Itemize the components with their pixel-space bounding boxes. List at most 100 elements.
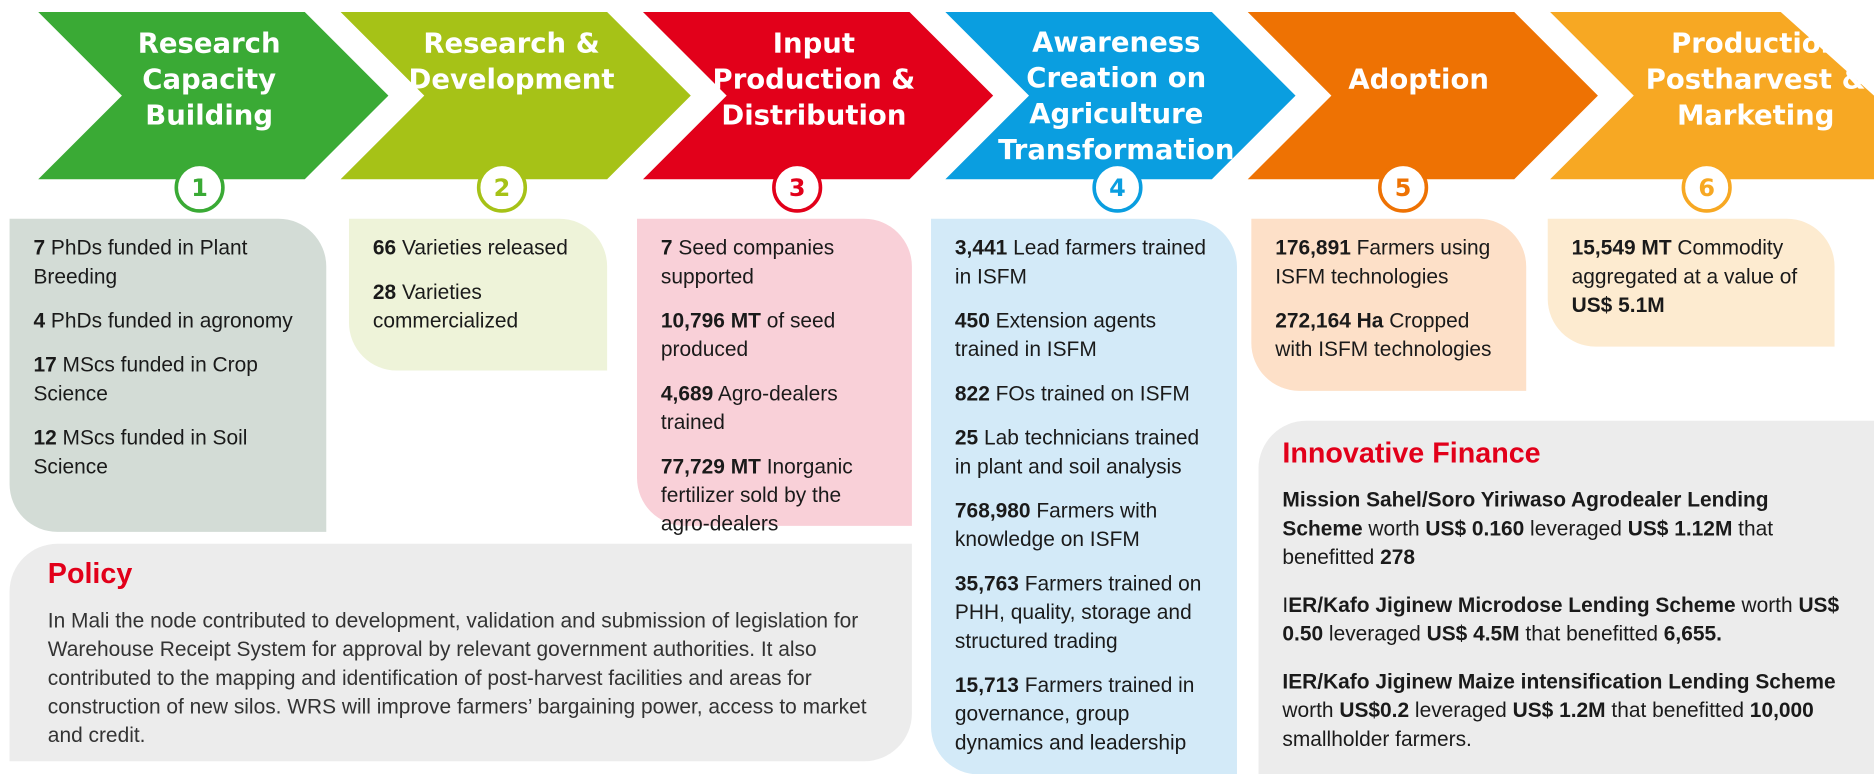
- item: 17 MScs funded in Crop Science: [33, 350, 307, 407]
- item-bold: US$ 5.1M: [1571, 292, 1665, 317]
- stage-title: Adoption: [1348, 64, 1489, 96]
- item: 15,549 MT Commodity aggregated at a valu…: [1572, 233, 1816, 319]
- stage-title: Research & Development: [408, 28, 615, 96]
- item-bold: 77,729 MT: [660, 454, 761, 479]
- item-text: Farmers trained on PHH, quality, storage…: [954, 571, 1202, 653]
- item-text: Lead farmers trained in ISFM: [954, 235, 1207, 289]
- item-bold: 17: [33, 352, 57, 377]
- item: 12 MScs funded in Soil Science: [33, 423, 307, 480]
- item: 35,763 Farmers trained on PHH, quality, …: [955, 569, 1218, 655]
- item-text: smallholder farmers.: [1282, 726, 1472, 751]
- item: IER/Kafo Jiginew Microdose Lending Schem…: [1282, 590, 1850, 647]
- item-bold: 272,164 Ha: [1275, 308, 1384, 333]
- item-bold: 10,796 MT: [660, 308, 761, 333]
- item-bold: 12: [33, 425, 57, 450]
- item-text: MScs funded in Soil Science: [33, 425, 248, 479]
- finance-title: Innovative Finance: [1282, 437, 1541, 470]
- item: 822 FOs trained on ISFM: [955, 379, 1218, 408]
- step-number: 5: [1378, 162, 1429, 213]
- item: Mission Sahel/Soro Yiriwaso Agrodealer L…: [1282, 485, 1850, 571]
- item-text: that benefitted: [1282, 516, 1774, 569]
- item-bold: 7: [33, 235, 46, 260]
- chevron: [340, 11, 691, 180]
- item-text: that benefitted: [1519, 621, 1664, 646]
- stage-box: 7 PhDs funded in Plant Breeding 4 PhDs fu…: [9, 218, 327, 532]
- item-text: Extension agents trained in ISFM: [954, 308, 1157, 361]
- chevron: [642, 11, 994, 180]
- item: 272,164 Ha Cropped with ISFM technologie…: [1275, 306, 1507, 363]
- item-text: Lab technicians trained in plant and soi…: [954, 425, 1200, 479]
- item: 7 PhDs funded in Plant Breeding: [33, 233, 307, 290]
- item-bold: 15,713: [954, 672, 1019, 697]
- step-number: 4: [1092, 162, 1143, 213]
- item: 25 Lab technicians trained in plant and …: [955, 423, 1218, 480]
- item: 4 PhDs funded in agronomy: [33, 306, 307, 335]
- item-bold: 35,763: [954, 571, 1019, 596]
- item-bold: 822: [954, 381, 990, 406]
- stage-box: 7 Seed companies supported 10,796 MT of s…: [637, 218, 912, 535]
- item-bold: 3,441: [954, 235, 1008, 260]
- item-text: Seed companies supported: [660, 235, 835, 289]
- policy-title: Policy: [47, 558, 133, 591]
- policy-text: In Mali the node contributed to developm…: [47, 608, 867, 747]
- item-bold: 28: [372, 279, 397, 304]
- item-text: leveraged: [1323, 621, 1427, 646]
- item-bold: US$ 4.5M: [1426, 621, 1520, 646]
- item-text: Farmers using ISFM technologies: [1275, 235, 1491, 289]
- step-number: 6: [1681, 162, 1732, 213]
- item-bold: 450: [954, 308, 990, 333]
- item-bold: IER/Kafo Jiginew Maize intensification L…: [1282, 669, 1836, 694]
- item-bold: Mission Sahel/Soro Yiriwaso Agrodealer L…: [1282, 487, 1769, 541]
- item-text: worth: [1735, 592, 1799, 617]
- item-bold: 7: [660, 235, 673, 260]
- item-text: I: [1282, 592, 1289, 617]
- item: 176,891 Farmers using ISFM technologies: [1275, 233, 1507, 290]
- chevron: [38, 11, 389, 180]
- stage-title: Production Postharvest & Marketing: [1645, 28, 1866, 132]
- finance-box: Innovative Finance Mission Sahel/Soro Yi…: [1258, 420, 1874, 774]
- item-bold: 6,655.: [1663, 621, 1722, 646]
- chevron: [1550, 11, 1874, 180]
- item: IER/Kafo Jiginew Maize intensification L…: [1282, 667, 1850, 753]
- item-bold: ER/Kafo Jiginew Microdose Lending Scheme: [1288, 592, 1736, 617]
- item-text: Farmers trained in governance, group dyn…: [954, 672, 1195, 755]
- item: 4,689 Agro-dealers trained: [661, 379, 893, 436]
- item-text: Farmers with knowledge on ISFM: [954, 498, 1158, 551]
- item-bold: 768,980: [954, 498, 1031, 523]
- item-bold: 15,549 MT: [1571, 235, 1672, 260]
- item-text: leveraged: [1524, 516, 1628, 541]
- item: 768,980 Farmers with knowledge on ISFM: [955, 496, 1218, 553]
- item-text: worth: [1362, 516, 1426, 541]
- item-bold: 278: [1380, 544, 1415, 569]
- item-bold: US$ 1.12M: [1627, 516, 1733, 541]
- item-text: Commodity aggregated at a value of: [1571, 235, 1798, 289]
- item: 10,796 MT of seed produced: [661, 306, 893, 363]
- item-text: worth: [1282, 697, 1340, 722]
- item-bold: 176,891: [1275, 235, 1351, 260]
- step-number: 1: [174, 162, 225, 213]
- item-bold: 25: [954, 425, 979, 450]
- item-text: of seed produced: [660, 308, 836, 361]
- stage-box: 176,891 Farmers using ISFM technologies 2…: [1251, 218, 1527, 391]
- item: 7 Seed companies supported: [661, 233, 893, 290]
- item-bold: US$0.2: [1339, 697, 1410, 722]
- chevron: [1247, 11, 1598, 180]
- item-text: Agro-dealers trained: [660, 381, 838, 434]
- item-bold: 4: [33, 308, 46, 333]
- item-bold: 66: [372, 235, 397, 260]
- item-text: FOs trained on ISFM: [989, 381, 1190, 406]
- item: 66 Varieties released: [373, 233, 588, 262]
- stage-title: Awareness Creation on Agriculture Transf…: [998, 27, 1235, 167]
- chevron: [945, 11, 1296, 180]
- item-bold: 4,689: [660, 381, 714, 406]
- item-bold: 10,000: [1749, 697, 1814, 722]
- stage-box: 66 Varieties released 28 Varieties commer…: [348, 218, 608, 371]
- item-text: Cropped with ISFM technologies: [1275, 308, 1492, 361]
- item-text: Inorganic fertilizer sold by the agro-de…: [660, 454, 853, 536]
- item: 15,713 Farmers trained in governance, gr…: [955, 670, 1218, 756]
- item-text: Varieties commercialized: [372, 279, 519, 333]
- item: 77,729 MT Inorganic fertilizer sold by t…: [661, 452, 893, 538]
- item-text: that benefitted: [1605, 697, 1750, 722]
- stage-title: Input Production & Distribution: [712, 28, 916, 132]
